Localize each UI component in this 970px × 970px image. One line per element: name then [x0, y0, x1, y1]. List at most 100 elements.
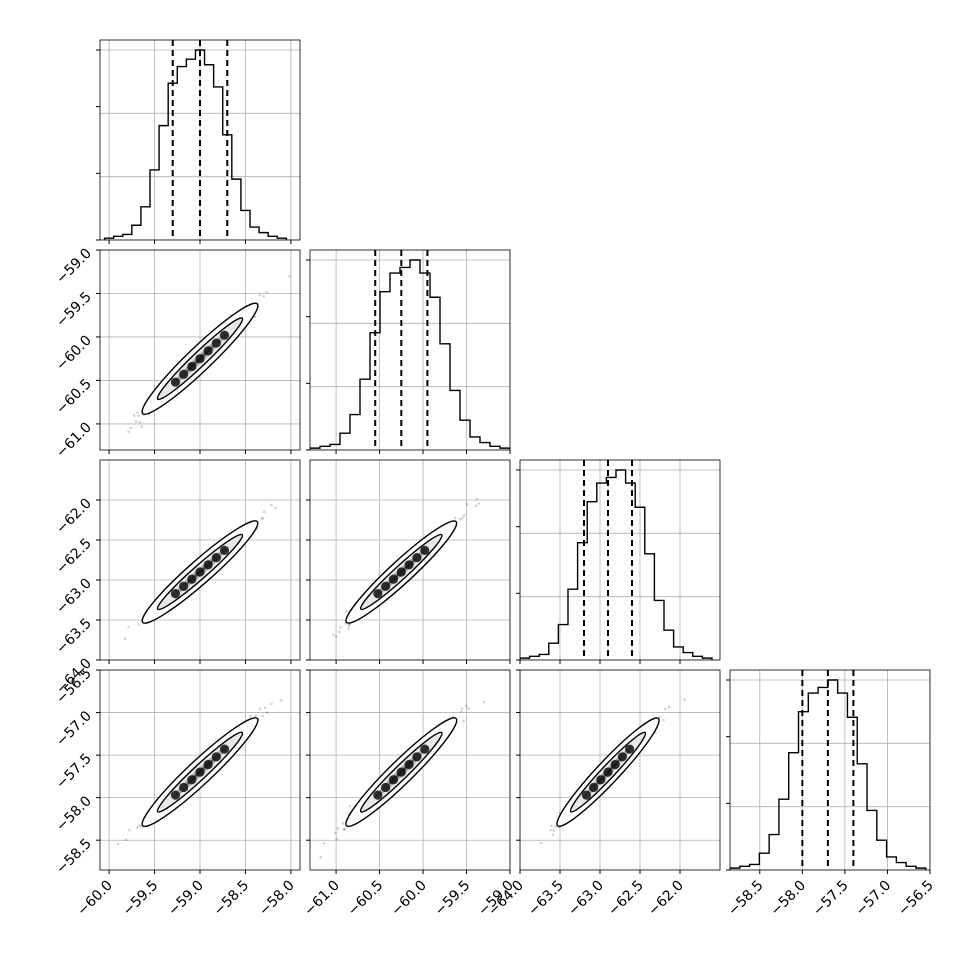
- sample-point: [139, 825, 143, 829]
- x-tick-label: −56.5: [895, 878, 937, 920]
- x-tick-label: −59.0: [165, 878, 207, 920]
- sample-point: [270, 702, 273, 706]
- density-peak: [396, 767, 406, 777]
- x-tick-label: −59.5: [120, 878, 162, 920]
- density-peak: [412, 553, 422, 563]
- sample-point: [348, 804, 351, 808]
- panel-content: [310, 250, 510, 450]
- sample-point: [554, 825, 558, 828]
- sample-point: [261, 517, 265, 520]
- density-peak: [373, 589, 383, 599]
- sample-point: [459, 517, 462, 521]
- panel-frame: [99, 39, 301, 241]
- sample-point: [482, 700, 486, 704]
- x-tick-label: −57.5: [810, 878, 852, 920]
- scatter-panel-2-1: [302, 459, 511, 664]
- y-tick-label: −60.0: [53, 332, 95, 374]
- sample-point: [302, 659, 305, 662]
- sample-point: [274, 506, 277, 510]
- sample-point: [551, 833, 555, 837]
- density-peak: [396, 567, 406, 577]
- density-peak: [195, 767, 205, 777]
- sample-point: [549, 828, 552, 832]
- y-tick-label: −60.5: [53, 376, 95, 418]
- x-tick-label: −62.0: [645, 878, 687, 920]
- sample-point: [265, 711, 269, 715]
- density-peak: [187, 775, 197, 785]
- histogram-step: [310, 259, 510, 450]
- density-peak: [610, 759, 620, 770]
- sample-point: [664, 707, 667, 711]
- sample-point: [341, 821, 345, 825]
- density-peak: [388, 775, 399, 785]
- sample-point: [667, 705, 671, 709]
- x-tick-label: −60.5: [345, 878, 387, 920]
- sample-point: [683, 698, 686, 701]
- density-peak: [179, 369, 189, 379]
- sample-point: [319, 856, 323, 859]
- sample-point: [288, 274, 291, 278]
- sample-point: [138, 420, 142, 424]
- panel-frame: [729, 669, 931, 871]
- x-tick-label: −61.0: [301, 878, 343, 920]
- sample-point: [116, 842, 120, 846]
- sample-point: [464, 704, 468, 708]
- sample-point: [123, 637, 127, 640]
- sample-point: [128, 828, 131, 832]
- panel-frame: [99, 249, 301, 451]
- scatter-panel-2-0: −64.0−63.5−63.0−62.5−62.0: [53, 459, 301, 697]
- density-peak: [219, 330, 230, 340]
- panel-content: [100, 40, 300, 240]
- sample-point: [258, 293, 262, 297]
- sample-point: [270, 503, 273, 507]
- sample-point: [137, 623, 141, 626]
- panel-frame: [309, 669, 511, 871]
- scatter-panel-3-2: −64.0−63.5−63.0−62.5−62.0: [485, 669, 721, 920]
- histogram-panel-2: [516, 459, 721, 664]
- scatter-panel-1-0: −61.0−60.5−60.0−59.5−59.0: [53, 246, 301, 461]
- density-peak: [388, 574, 399, 584]
- panel-frame: [309, 459, 511, 661]
- sample-point: [138, 823, 141, 827]
- density-peak: [211, 338, 221, 348]
- panel-content: [100, 670, 300, 870]
- sample-point: [658, 715, 661, 719]
- density-peak: [625, 744, 635, 754]
- y-tick-label: −58.0: [53, 793, 95, 835]
- sample-point: [134, 420, 138, 423]
- panel-content: [730, 670, 930, 870]
- y-tick-label: −57.5: [53, 751, 95, 793]
- sample-point: [549, 824, 553, 828]
- sample-point: [332, 633, 335, 637]
- y-tick-label: −61.0: [53, 419, 95, 461]
- density-peak: [581, 790, 592, 800]
- density-peak: [381, 581, 391, 592]
- panel-content: [100, 460, 300, 660]
- sample-point: [253, 315, 257, 319]
- sample-point: [263, 706, 267, 709]
- sample-point: [552, 829, 556, 832]
- histogram-panel-0: [96, 39, 301, 244]
- density-peak: [203, 560, 213, 570]
- x-tick-label: −58.0: [768, 878, 810, 920]
- sample-point: [140, 425, 144, 428]
- sample-point: [334, 831, 337, 835]
- sample-point: [260, 516, 264, 520]
- panel-frame: [99, 669, 301, 871]
- x-tick-label: −58.5: [211, 878, 253, 920]
- density-peak: [195, 567, 205, 577]
- histogram-panel-3: −58.5 −58.0 −57.5 −57.0 −56.5: [725, 669, 937, 920]
- panel-content: [310, 670, 510, 870]
- sample-point: [475, 497, 479, 501]
- density-peak: [170, 377, 181, 387]
- histogram-step: [103, 49, 288, 240]
- sample-point: [258, 707, 262, 711]
- sample-point: [261, 714, 264, 718]
- y-tick-label: −59.0: [53, 246, 95, 288]
- density-peak: [373, 790, 383, 800]
- panel-content: [302, 460, 510, 662]
- y-tick-label: −58.5: [53, 836, 95, 878]
- density-peak: [596, 775, 606, 785]
- sample-point: [461, 516, 464, 520]
